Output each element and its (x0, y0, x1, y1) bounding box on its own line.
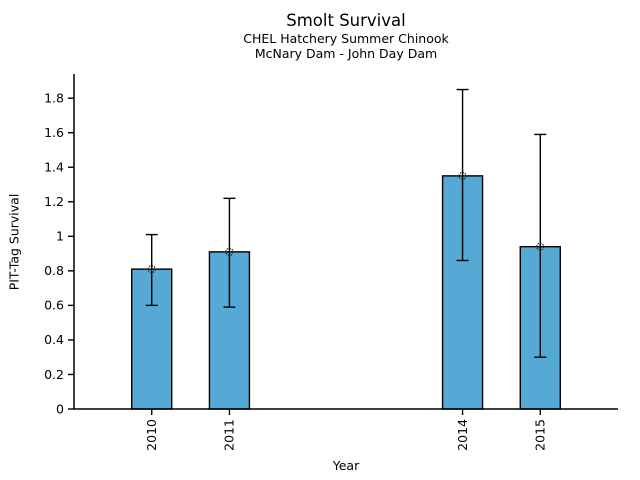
y-tick-label: 1.6 (44, 125, 64, 140)
y-tick-label: 0.2 (44, 367, 64, 382)
point-marker (147, 265, 156, 274)
x-tick-label: 2011 (222, 419, 237, 451)
y-tick-label: 0.4 (44, 332, 64, 347)
y-tick-label: 1.2 (44, 194, 64, 209)
y-tick-label: 0 (56, 401, 64, 416)
x-tick-label: 2015 (533, 419, 548, 451)
y-tick-label: 1.8 (44, 90, 64, 105)
x-tick-label: 2014 (455, 419, 470, 451)
y-tick-label: 1 (56, 229, 64, 244)
chart-title: Smolt Survival (286, 11, 406, 30)
point-marker (225, 247, 234, 256)
y-tick-label: 0.6 (44, 298, 64, 313)
y-tick-label: 1.4 (44, 160, 64, 175)
y-tick-label: 0.8 (44, 263, 64, 278)
point-marker (536, 242, 545, 251)
x-axis-title: Year (332, 458, 360, 473)
chart-subtitle-hatchery: CHEL Hatchery Summer Chinook (243, 31, 449, 46)
point-marker (458, 171, 467, 180)
x-tick-label: 2010 (144, 419, 159, 451)
chart-subtitle-reach: McNary Dam - John Day Dam (254, 46, 438, 61)
